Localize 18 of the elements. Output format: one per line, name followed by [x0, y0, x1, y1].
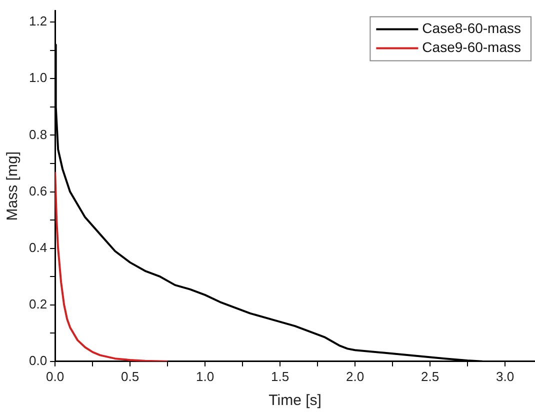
- y-tick-label: 0.2: [28, 296, 48, 312]
- x-tick-label: 2.5: [420, 368, 440, 384]
- y-tick-label: 0.0: [28, 352, 48, 368]
- legend-label: Case9-60-mass: [422, 39, 522, 56]
- x-tick-label: 1.5: [271, 368, 290, 384]
- legend-label: Case8-60-mass: [422, 20, 522, 36]
- x-tick-label: 0.5: [121, 368, 140, 384]
- x-axis-title: Time [s]: [268, 392, 322, 410]
- y-tick-label: 1.0: [28, 70, 48, 86]
- x-tick-label: 1.0: [196, 368, 214, 384]
- y-tick-label: 1.2: [28, 14, 48, 29]
- y-tick-label: 0.8: [28, 126, 48, 142]
- y-axis-title: Mass [mg]: [4, 152, 22, 221]
- x-tick-label: 0.0: [46, 368, 64, 384]
- x-tick-label: 2.0: [346, 368, 364, 384]
- x-tick-label: 3.0: [496, 368, 514, 384]
- y-tick-label: 0.6: [28, 183, 48, 198]
- y-tick-label: 0.4: [28, 240, 48, 255]
